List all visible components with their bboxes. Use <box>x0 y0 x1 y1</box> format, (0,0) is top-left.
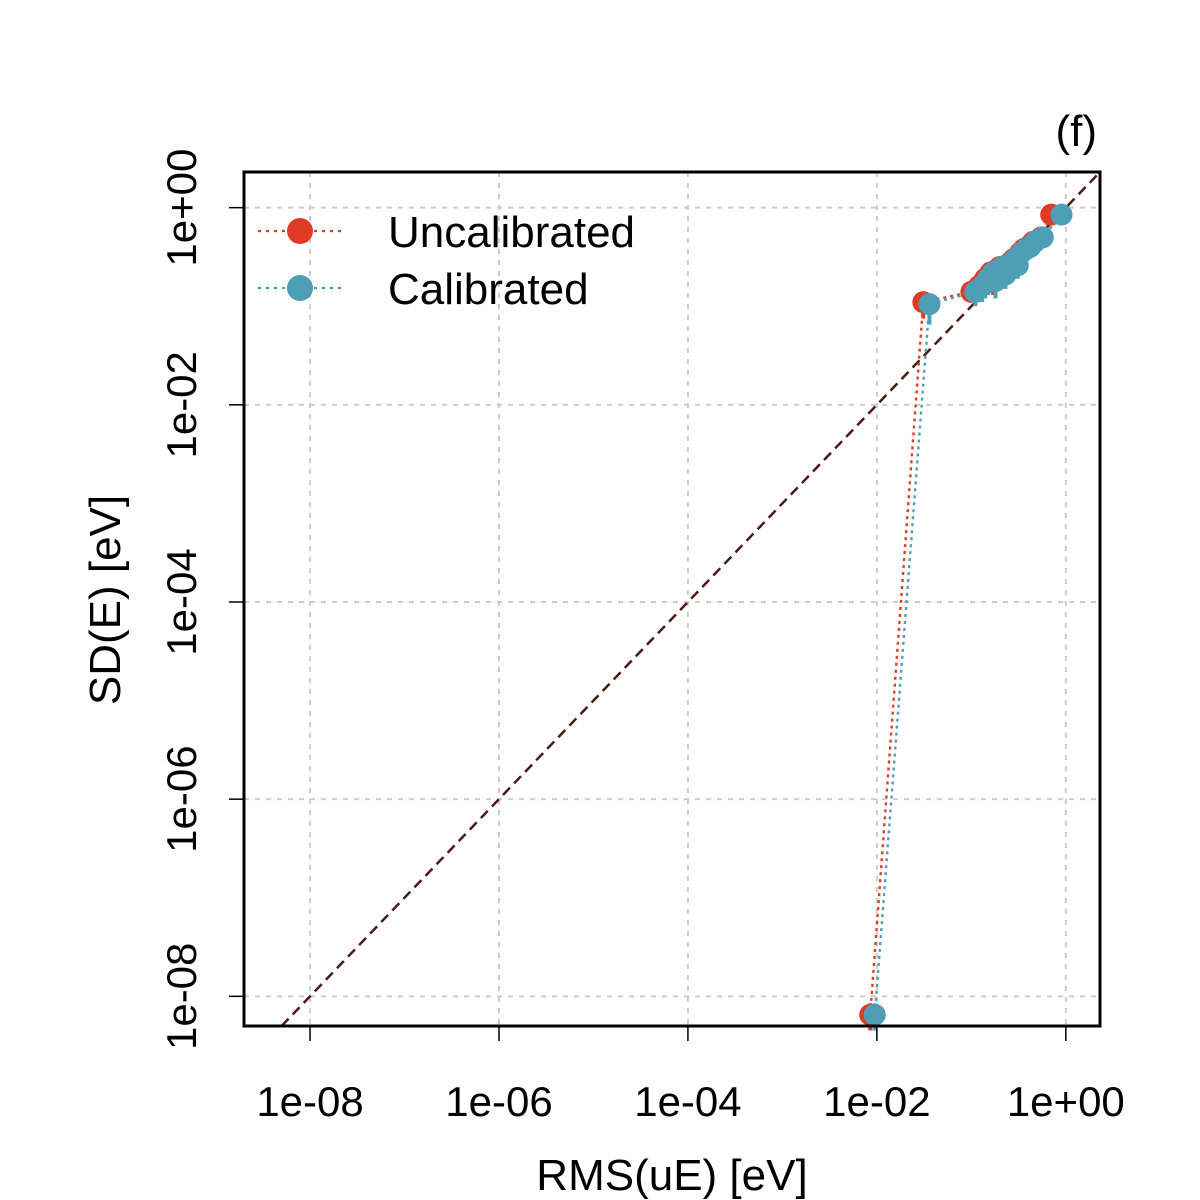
y-tick-label-1: 1e-06 <box>158 745 205 852</box>
point-calibrated-0 <box>863 1003 886 1026</box>
y-tick-label-4: 1e+00 <box>158 149 205 267</box>
x-tick-label-2: 1e-04 <box>634 1078 741 1125</box>
x-tick-label-4: 1e+00 <box>1007 1078 1125 1125</box>
y-tick-label-3: 1e-02 <box>158 351 205 458</box>
series-line-uncalibrated <box>869 214 1053 1015</box>
legend-label-uncalibrated: Uncalibrated <box>388 208 635 257</box>
point-calibrated-20 <box>1050 203 1073 226</box>
series-layer <box>859 203 1073 1031</box>
legend-label-calibrated: Calibrated <box>388 265 589 314</box>
point-calibrated-19 <box>1031 226 1054 249</box>
series-line-calibrated <box>873 213 1063 1015</box>
y-tick-label-2: 1e-04 <box>158 548 205 655</box>
axis-ticks: 1e-08 1e-06 1e-04 1e-02 1e+00 1e-08 1e-06 1e-04… <box>158 149 1125 1125</box>
legend-marker-uncalibrated <box>287 218 313 244</box>
y-tick-label-0: 1e-08 <box>158 943 205 1050</box>
x-axis-label: RMS(uE) [eV] <box>536 1151 807 1200</box>
identity-line <box>280 171 1101 1027</box>
series-uncalibrated <box>859 203 1063 1031</box>
x-tick-label-1: 1e-06 <box>445 1078 552 1125</box>
plot-frame <box>242 170 1102 1028</box>
x-tick-label-0: 1e-08 <box>256 1078 363 1125</box>
legend-marker-calibrated <box>287 275 313 301</box>
series-calibrated <box>863 203 1073 1031</box>
y-axis-label: SD(E) [eV] <box>81 495 130 705</box>
identity-line-layer <box>280 171 1101 1027</box>
panel-label: (f) <box>1055 107 1097 156</box>
x-tick-label-3: 1e-02 <box>823 1078 930 1125</box>
legend: Uncalibrated Calibrated <box>258 208 635 314</box>
point-calibrated-1 <box>918 293 941 316</box>
